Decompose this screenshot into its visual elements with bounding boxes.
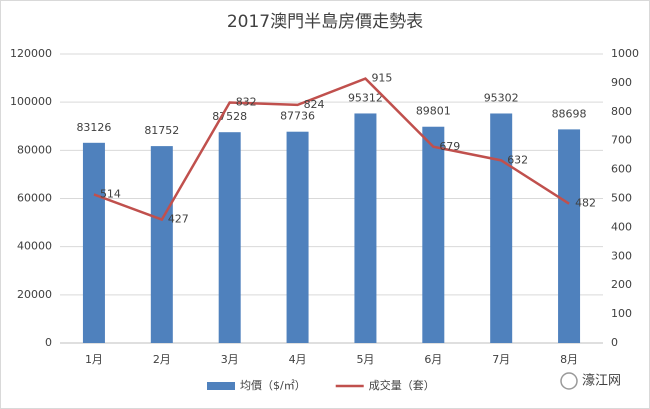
x-tick-label: 7月 [492, 353, 510, 366]
bar [218, 132, 241, 343]
legend-swatch [207, 382, 235, 390]
y-tick-label: 80000 [17, 143, 52, 156]
bar [150, 146, 173, 343]
y2-tick-label: 0 [611, 336, 618, 349]
bar-value-label: 88698 [552, 107, 587, 120]
y2-tick-label: 600 [611, 163, 632, 176]
line-value-label: 482 [575, 197, 596, 210]
bar [558, 129, 581, 343]
y-tick-label: 20000 [17, 288, 52, 301]
bar [490, 113, 513, 343]
y2-tick-label: 700 [611, 134, 632, 147]
y2-tick-label: 500 [611, 192, 632, 205]
bar-value-label: 83126 [76, 121, 111, 134]
watermark-icon [560, 372, 578, 390]
y-tick-label: 40000 [17, 240, 52, 253]
y2-tick-label: 100 [611, 307, 632, 320]
bar-value-label: 95312 [348, 91, 383, 104]
line-value-label: 915 [371, 72, 392, 85]
x-tick-label: 2月 [153, 353, 171, 366]
y2-tick-label: 300 [611, 249, 632, 262]
y2-tick-label: 400 [611, 220, 632, 233]
watermark: 濠江网 [560, 372, 621, 390]
bar [82, 142, 105, 343]
y-tick-label: 120000 [10, 47, 52, 60]
y-tick-label: 60000 [17, 192, 52, 205]
bar [422, 126, 445, 344]
chart-title: 2017澳門半島房價走勢表 [227, 12, 423, 32]
line-value-label: 824 [304, 98, 325, 111]
line-value-label: 427 [168, 213, 189, 226]
y-tick-label: 100000 [10, 95, 52, 108]
y2-tick-label: 200 [611, 278, 632, 291]
y-tick-label: 0 [45, 336, 52, 349]
line-value-label: 679 [439, 140, 460, 153]
watermark-text: 濠江网 [582, 373, 621, 389]
y2-tick-label: 800 [611, 105, 632, 118]
bar-value-label: 95302 [484, 91, 519, 104]
y2-tick-label: 900 [611, 76, 632, 89]
line-value-label: 832 [236, 96, 257, 109]
x-tick-label: 1月 [85, 353, 103, 366]
line-value-label: 632 [507, 153, 528, 166]
bar [286, 131, 309, 343]
line-value-label: 514 [100, 187, 121, 200]
line [93, 77, 570, 222]
bar-value-label: 89801 [416, 105, 451, 118]
y2-tick-label: 1000 [611, 47, 639, 60]
legend-label: 均價（$/㎡） [240, 378, 306, 392]
legend-label: 成交量（套） [369, 378, 435, 392]
x-tick-label: 4月 [289, 353, 307, 366]
bar-value-label: 81752 [144, 124, 179, 137]
x-tick-label: 6月 [424, 353, 442, 366]
bar-value-label: 87736 [280, 110, 315, 123]
x-tick-label: 8月 [560, 353, 578, 366]
x-tick-label: 5月 [356, 353, 374, 366]
bar [354, 113, 377, 343]
x-tick-label: 3月 [221, 353, 239, 366]
